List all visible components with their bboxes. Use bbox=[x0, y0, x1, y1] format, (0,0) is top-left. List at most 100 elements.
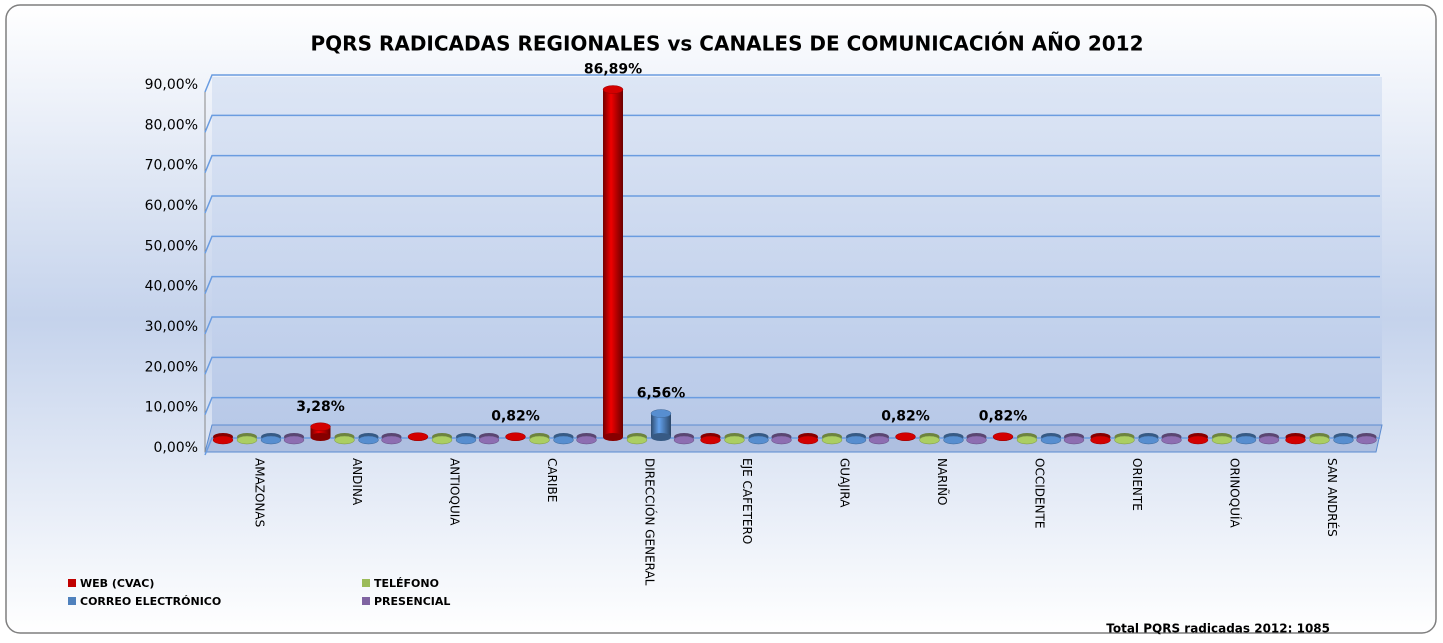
x-tick-label: ORINOQUÍA bbox=[1227, 458, 1242, 529]
bar-top bbox=[920, 436, 940, 444]
bar-top bbox=[506, 433, 526, 441]
bar bbox=[577, 433, 597, 444]
bar bbox=[1091, 433, 1111, 444]
x-tick-label: DIRECCIÓN GENERAL bbox=[642, 458, 657, 586]
data-label: 0,82% bbox=[491, 409, 540, 425]
bar bbox=[869, 433, 889, 444]
legend-label: WEB (CVAC) bbox=[80, 577, 154, 590]
bar bbox=[311, 423, 331, 441]
bar-top bbox=[432, 436, 452, 444]
y-tick-label: 70,00% bbox=[145, 158, 198, 174]
bar-top bbox=[1357, 436, 1377, 444]
bar-top bbox=[1236, 436, 1256, 444]
bar-top bbox=[1139, 436, 1159, 444]
bar bbox=[1212, 433, 1232, 444]
bar bbox=[725, 433, 745, 444]
bar bbox=[674, 433, 694, 444]
data-label: 86,89% bbox=[584, 62, 642, 78]
bar bbox=[530, 433, 550, 444]
bar-top bbox=[993, 433, 1013, 441]
bar-top bbox=[237, 436, 257, 444]
bar bbox=[1064, 433, 1084, 444]
bar bbox=[1310, 433, 1330, 444]
bar-top bbox=[674, 436, 694, 444]
bar-top bbox=[1188, 436, 1208, 444]
bar bbox=[335, 433, 355, 444]
bar-body bbox=[603, 90, 623, 437]
bar bbox=[920, 433, 940, 444]
bar bbox=[237, 433, 257, 444]
bar bbox=[1162, 433, 1182, 444]
bar bbox=[1115, 433, 1135, 444]
y-tick-label: 60,00% bbox=[145, 198, 198, 214]
bar bbox=[1041, 433, 1061, 444]
x-tick-label: SAN ANDRÉS bbox=[1325, 458, 1340, 537]
bar-top bbox=[1064, 436, 1084, 444]
x-tick-label: NARIÑO bbox=[935, 458, 950, 505]
bar bbox=[822, 433, 842, 444]
x-tick-label: ANTIOQUIA bbox=[447, 458, 461, 526]
legend-swatch bbox=[68, 579, 76, 587]
bar-top bbox=[896, 433, 916, 441]
bar bbox=[1357, 433, 1377, 444]
bar bbox=[432, 433, 452, 444]
bar bbox=[479, 433, 499, 444]
bar bbox=[1286, 433, 1306, 444]
x-tick-label: ORIENTE bbox=[1130, 458, 1144, 511]
bar-top bbox=[1115, 436, 1135, 444]
bar-top bbox=[554, 436, 574, 444]
bar bbox=[1188, 433, 1208, 444]
bar-top bbox=[1041, 436, 1061, 444]
legend-label: TELÉFONO bbox=[374, 577, 439, 590]
bar bbox=[651, 410, 671, 441]
bar-top bbox=[359, 436, 379, 444]
y-tick-label: 30,00% bbox=[145, 319, 198, 335]
bar bbox=[1259, 433, 1279, 444]
bar bbox=[772, 433, 792, 444]
bar-top bbox=[1017, 436, 1037, 444]
bar-top bbox=[967, 436, 987, 444]
bar-top bbox=[311, 423, 331, 431]
data-label: 0,82% bbox=[881, 409, 930, 425]
bar-base bbox=[603, 433, 623, 441]
bar bbox=[1139, 433, 1159, 444]
bar-top bbox=[1091, 436, 1111, 444]
bar bbox=[967, 433, 987, 444]
bar-top bbox=[603, 86, 623, 94]
bar-top bbox=[1212, 436, 1232, 444]
plot-wall bbox=[212, 77, 1382, 425]
x-tick-label: EJE CAFETERO bbox=[740, 458, 754, 544]
y-tick-label: 50,00% bbox=[145, 238, 198, 254]
bar-top bbox=[479, 436, 499, 444]
data-label: 3,28% bbox=[296, 399, 345, 415]
x-tick-label: ANDINA bbox=[350, 458, 364, 506]
bar bbox=[993, 433, 1013, 441]
x-tick-label: GUAJIRA bbox=[837, 458, 851, 508]
bar-base bbox=[651, 433, 671, 441]
x-tick-label: OCCIDENTE bbox=[1032, 458, 1046, 528]
bar-base bbox=[311, 433, 331, 441]
legend-label: CORREO ELECTRÓNICO bbox=[80, 595, 221, 608]
legend-swatch bbox=[362, 579, 370, 587]
legend-swatch bbox=[362, 597, 370, 605]
bar-top bbox=[456, 436, 476, 444]
bar-top bbox=[651, 410, 671, 418]
bar-top bbox=[846, 436, 866, 444]
bar bbox=[261, 433, 281, 444]
bar-top bbox=[408, 433, 428, 441]
bar-top bbox=[382, 436, 402, 444]
bar bbox=[846, 433, 866, 444]
bar bbox=[382, 433, 402, 444]
bar-top bbox=[335, 436, 355, 444]
bar-top bbox=[1259, 436, 1279, 444]
bar bbox=[408, 433, 428, 441]
chart-title: PQRS RADICADAS REGIONALES vs CANALES DE … bbox=[311, 32, 1144, 56]
bar-top bbox=[577, 436, 597, 444]
bar-top bbox=[725, 436, 745, 444]
annotation: Total PQRS radicadas 2012: 1085 bbox=[1106, 622, 1330, 636]
y-tick-label: 20,00% bbox=[145, 359, 198, 375]
bar-top bbox=[822, 436, 842, 444]
bar-top bbox=[213, 436, 233, 444]
bar-top bbox=[627, 436, 647, 444]
bar-top bbox=[944, 436, 964, 444]
